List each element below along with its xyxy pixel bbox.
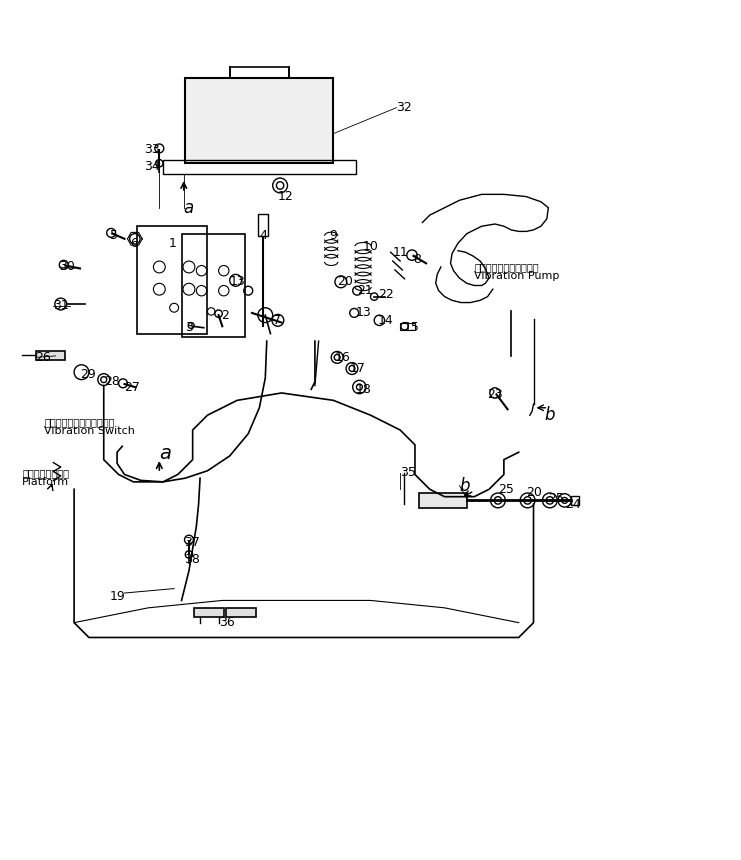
Text: 6: 6 [130, 237, 138, 249]
Text: 7: 7 [273, 314, 281, 327]
Text: 13: 13 [356, 306, 371, 319]
Text: Vibration Switch: Vibration Switch [44, 427, 136, 437]
Bar [226, 608, 256, 617]
Text: Platform: Platform [22, 476, 70, 487]
Text: 37: 37 [184, 536, 199, 550]
Text: 17: 17 [350, 362, 365, 375]
Bar [571, 496, 579, 505]
Text: 9: 9 [330, 230, 338, 243]
Text: 38: 38 [184, 553, 199, 566]
Text: b: b [545, 406, 555, 424]
Text: 35: 35 [400, 466, 416, 480]
Text: 2: 2 [221, 309, 229, 322]
Bar [400, 322, 415, 330]
Text: 21: 21 [357, 284, 373, 298]
Text: 15: 15 [404, 322, 419, 335]
Text: 30: 30 [59, 261, 75, 273]
Text: 34: 34 [144, 161, 160, 174]
Text: 14: 14 [378, 314, 393, 327]
Text: 26: 26 [36, 351, 51, 364]
Text: バイプレーションスイッチ: バイプレーションスイッチ [44, 418, 115, 427]
Text: 31: 31 [53, 299, 69, 312]
Text: 25: 25 [498, 482, 514, 495]
Text: 13: 13 [230, 275, 245, 288]
Text: 23: 23 [488, 388, 503, 401]
Text: 18: 18 [356, 383, 371, 396]
Bar [419, 493, 467, 507]
Text: 29: 29 [80, 368, 96, 381]
Text: 33: 33 [144, 144, 160, 157]
Text: a: a [184, 199, 194, 217]
Text: 11: 11 [393, 246, 408, 259]
Text: 8: 8 [413, 253, 421, 266]
Text: 3: 3 [185, 322, 193, 335]
Text: Vibration Pump: Vibration Pump [474, 271, 559, 281]
Bar [163, 160, 356, 175]
Text: 16: 16 [335, 351, 350, 364]
Bar [185, 78, 333, 163]
Text: 36: 36 [219, 616, 234, 630]
Text: 4: 4 [259, 230, 268, 243]
Text: 25: 25 [548, 492, 564, 505]
Bar [137, 226, 207, 334]
Bar [182, 234, 245, 337]
Bar [258, 213, 268, 236]
Text: 10: 10 [363, 240, 379, 253]
Text: 32: 32 [396, 101, 412, 114]
Text: a: a [159, 445, 171, 464]
Bar [230, 67, 289, 78]
Text: 24: 24 [565, 498, 580, 511]
Bar [36, 351, 65, 359]
Bar [194, 608, 224, 617]
Text: 12: 12 [278, 190, 293, 203]
Text: 1: 1 [169, 237, 177, 249]
Text: 28: 28 [104, 375, 119, 389]
Text: 5: 5 [110, 230, 118, 243]
Text: 22: 22 [378, 288, 393, 301]
Text: b: b [459, 476, 470, 494]
Text: 27: 27 [124, 380, 139, 394]
Text: 20: 20 [526, 487, 542, 500]
Text: 20: 20 [337, 275, 353, 288]
Text: 19: 19 [110, 590, 125, 603]
Text: バイプレーションポンプ: バイプレーションポンプ [474, 262, 539, 272]
Text: プラットフォーム: プラットフォーム [22, 468, 69, 478]
